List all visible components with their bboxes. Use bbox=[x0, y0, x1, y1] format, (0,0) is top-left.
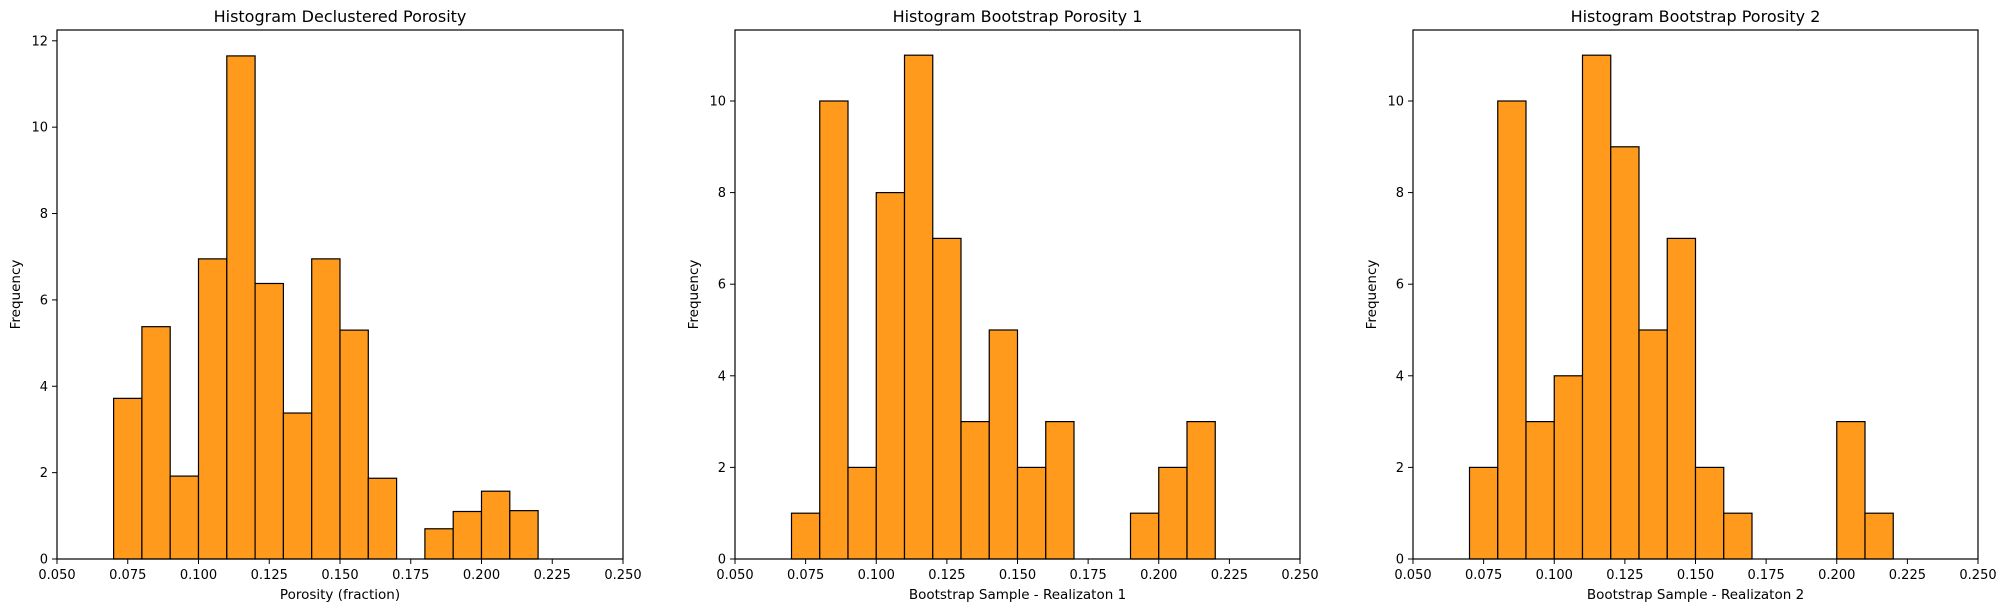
histogram-bar bbox=[1158, 466, 1188, 560]
y-tick-label: 12 bbox=[31, 34, 48, 49]
histogram-bar bbox=[1525, 420, 1555, 560]
histogram-bar bbox=[1864, 512, 1894, 560]
chart-panel-3: 0.050 0.075 0.100 0.125 0.150 0.175 0.200 0.225… bbox=[1364, 7, 1997, 603]
histogram-bar bbox=[1045, 420, 1075, 560]
histogram-bar bbox=[960, 420, 990, 560]
x-tick-label: 0.175 bbox=[1070, 568, 1107, 583]
histogram-bar bbox=[169, 475, 200, 560]
y-tick-label: 4 bbox=[40, 380, 48, 395]
x-tick-label: 0.075 bbox=[109, 568, 146, 583]
y-tick-label: 6 bbox=[1396, 278, 1404, 293]
histogram-bar bbox=[988, 329, 1019, 560]
histogram-bar bbox=[1016, 466, 1047, 560]
histogram-bar bbox=[1186, 420, 1216, 560]
chart-panel-2: 0.050 0.075 0.100 0.125 0.150 0.175 0.200 0.225… bbox=[686, 7, 1319, 603]
x-tick-label: 0.050 bbox=[716, 568, 753, 583]
y-tick-label: 10 bbox=[1387, 94, 1404, 109]
histogram-bar bbox=[1129, 512, 1160, 560]
histogram-bar bbox=[1694, 466, 1725, 560]
histogram-bar bbox=[1553, 375, 1584, 560]
histogram-bar bbox=[1723, 512, 1753, 560]
x-tick-label: 0.075 bbox=[1465, 568, 1502, 583]
x-tick-label: 0.150 bbox=[999, 568, 1036, 583]
y-axis-label: Frequency bbox=[686, 260, 702, 330]
histogram-bar bbox=[1497, 100, 1527, 560]
histogram-bar bbox=[1581, 54, 1612, 560]
y-tick-label: 6 bbox=[40, 293, 48, 308]
y-tick-label: 2 bbox=[1396, 461, 1404, 476]
x-tick-label: 0.250 bbox=[1959, 568, 1996, 583]
histogram-bar bbox=[424, 528, 454, 560]
x-tick-label: 0.175 bbox=[392, 568, 429, 583]
x-tick-label: 0.050 bbox=[38, 568, 75, 583]
x-tick-label: 0.250 bbox=[1281, 568, 1318, 583]
histogram-bar bbox=[875, 191, 906, 560]
x-tick-label: 0.200 bbox=[1818, 568, 1855, 583]
x-tick-label: 0.100 bbox=[1536, 568, 1573, 583]
histogram-bar bbox=[903, 54, 934, 560]
histogram-bar bbox=[282, 412, 313, 560]
histogram-bar bbox=[932, 237, 962, 560]
chart-panel-1: 0.050 0.075 0.100 0.125 0.150 0.175 0.200 0.225… bbox=[8, 7, 642, 603]
chart-title: Histogram Declustered Porosity bbox=[214, 7, 467, 26]
y-tick-label: 8 bbox=[718, 186, 726, 201]
x-axis-label: Bootstrap Sample - Realizaton 1 bbox=[909, 587, 1126, 603]
y-tick-label: 10 bbox=[709, 94, 726, 109]
histogram-bar bbox=[847, 466, 877, 560]
histogram-bar bbox=[480, 490, 511, 560]
x-tick-label: 0.200 bbox=[463, 568, 500, 583]
histogram-bar bbox=[819, 100, 849, 560]
histogram-bar bbox=[1468, 466, 1499, 560]
x-axis-label: Porosity (fraction) bbox=[280, 587, 400, 603]
y-tick-label: 2 bbox=[718, 461, 726, 476]
chart-title: Histogram Bootstrap Porosity 2 bbox=[1571, 7, 1821, 26]
x-tick-label: 0.125 bbox=[251, 568, 288, 583]
x-tick-label: 0.125 bbox=[928, 568, 965, 583]
x-tick-label: 0.150 bbox=[321, 568, 358, 583]
histogram-bar bbox=[790, 512, 821, 560]
x-tick-label: 0.250 bbox=[604, 568, 641, 583]
y-axis-label: Frequency bbox=[1364, 260, 1380, 330]
x-tick-label: 0.225 bbox=[1211, 568, 1248, 583]
y-axis-label: Frequency bbox=[8, 260, 24, 330]
x-tick-label: 0.225 bbox=[534, 568, 571, 583]
y-tick-label: 0 bbox=[718, 553, 726, 568]
histogram-bar bbox=[509, 510, 539, 560]
histogram-bar bbox=[311, 258, 341, 560]
histogram-bar bbox=[226, 55, 256, 560]
y-tick-label: 8 bbox=[40, 207, 48, 222]
x-tick-label: 0.175 bbox=[1748, 568, 1785, 583]
histogram-bar bbox=[197, 258, 228, 560]
x-tick-label: 0.225 bbox=[1889, 568, 1926, 583]
y-tick-label: 0 bbox=[1396, 553, 1404, 568]
x-tick-label: 0.125 bbox=[1606, 568, 1643, 583]
x-axis-label: Bootstrap Sample - Realizaton 2 bbox=[1587, 587, 1804, 603]
histogram-bar bbox=[339, 329, 369, 560]
histogram-bar bbox=[254, 282, 285, 560]
y-tick-label: 6 bbox=[718, 278, 726, 293]
x-tick-label: 0.100 bbox=[180, 568, 217, 583]
x-tick-label: 0.200 bbox=[1140, 568, 1177, 583]
chart-title: Histogram Bootstrap Porosity 1 bbox=[893, 7, 1143, 26]
x-tick-label: 0.100 bbox=[858, 568, 895, 583]
histogram-bar bbox=[452, 510, 483, 560]
x-tick-label: 0.075 bbox=[787, 568, 824, 583]
histogram-bar bbox=[141, 326, 171, 560]
y-tick-label: 4 bbox=[718, 369, 726, 384]
histogram-bar bbox=[1666, 237, 1697, 560]
y-tick-label: 8 bbox=[1396, 186, 1404, 201]
x-tick-label: 0.050 bbox=[1394, 568, 1431, 583]
x-tick-label: 0.150 bbox=[1677, 568, 1714, 583]
histogram-bar bbox=[367, 477, 398, 560]
histogram-bar bbox=[1836, 420, 1866, 560]
histogram-bar bbox=[1638, 329, 1668, 560]
y-tick-label: 4 bbox=[1396, 369, 1404, 384]
y-tick-label: 2 bbox=[40, 466, 48, 481]
histogram-bar bbox=[1610, 146, 1640, 560]
y-tick-label: 0 bbox=[40, 553, 48, 568]
histogram-bar bbox=[112, 397, 143, 560]
y-tick-label: 10 bbox=[31, 121, 48, 136]
